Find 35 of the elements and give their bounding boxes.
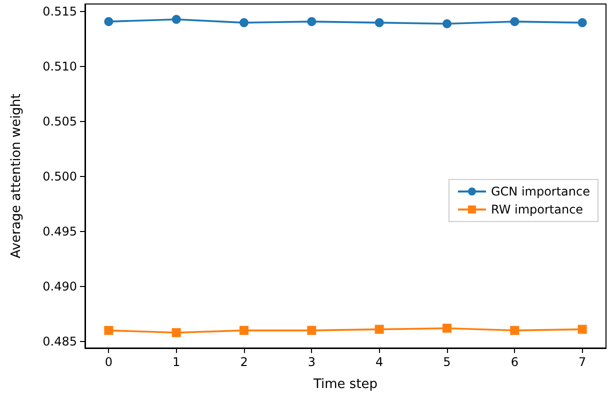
y-tick-label: 0.510	[42, 60, 77, 74]
point	[374, 18, 384, 28]
x-tick-label: 0	[104, 355, 112, 369]
y-tick-label: 0.500	[42, 170, 77, 184]
x-tick-label: 6	[510, 355, 518, 369]
y-axis-title: Average attention weight	[9, 94, 24, 258]
point	[442, 19, 452, 28]
legend-label: RW importance	[490, 202, 584, 216]
point	[307, 17, 316, 26]
x-axis-title: Time step	[312, 377, 378, 392]
x-tick-label: 7	[578, 355, 586, 369]
point	[240, 18, 249, 28]
point	[578, 324, 587, 334]
point	[172, 328, 181, 338]
point	[442, 324, 452, 333]
point	[510, 17, 520, 26]
point	[172, 14, 181, 24]
x-tick-label: 5	[443, 355, 451, 369]
point	[510, 326, 520, 335]
y-tick-label: 0.485	[42, 334, 77, 348]
point	[307, 326, 316, 335]
x-tick-label: 1	[172, 355, 180, 369]
legend-label: GCN importance	[490, 184, 590, 198]
point	[374, 324, 384, 334]
y-tick-label: 0.490	[42, 279, 77, 294]
y-tick-label: 0.505	[42, 114, 77, 129]
y-tick-label: 0.495	[42, 224, 77, 238]
x-tick-label: 2	[240, 355, 248, 369]
point	[104, 326, 114, 335]
point	[578, 18, 587, 28]
x-tick-label: 4	[376, 355, 384, 369]
y-tick-label: 0.515	[42, 4, 77, 19]
point	[104, 17, 114, 26]
x-tick-label: 3	[308, 355, 316, 369]
point	[240, 326, 249, 335]
